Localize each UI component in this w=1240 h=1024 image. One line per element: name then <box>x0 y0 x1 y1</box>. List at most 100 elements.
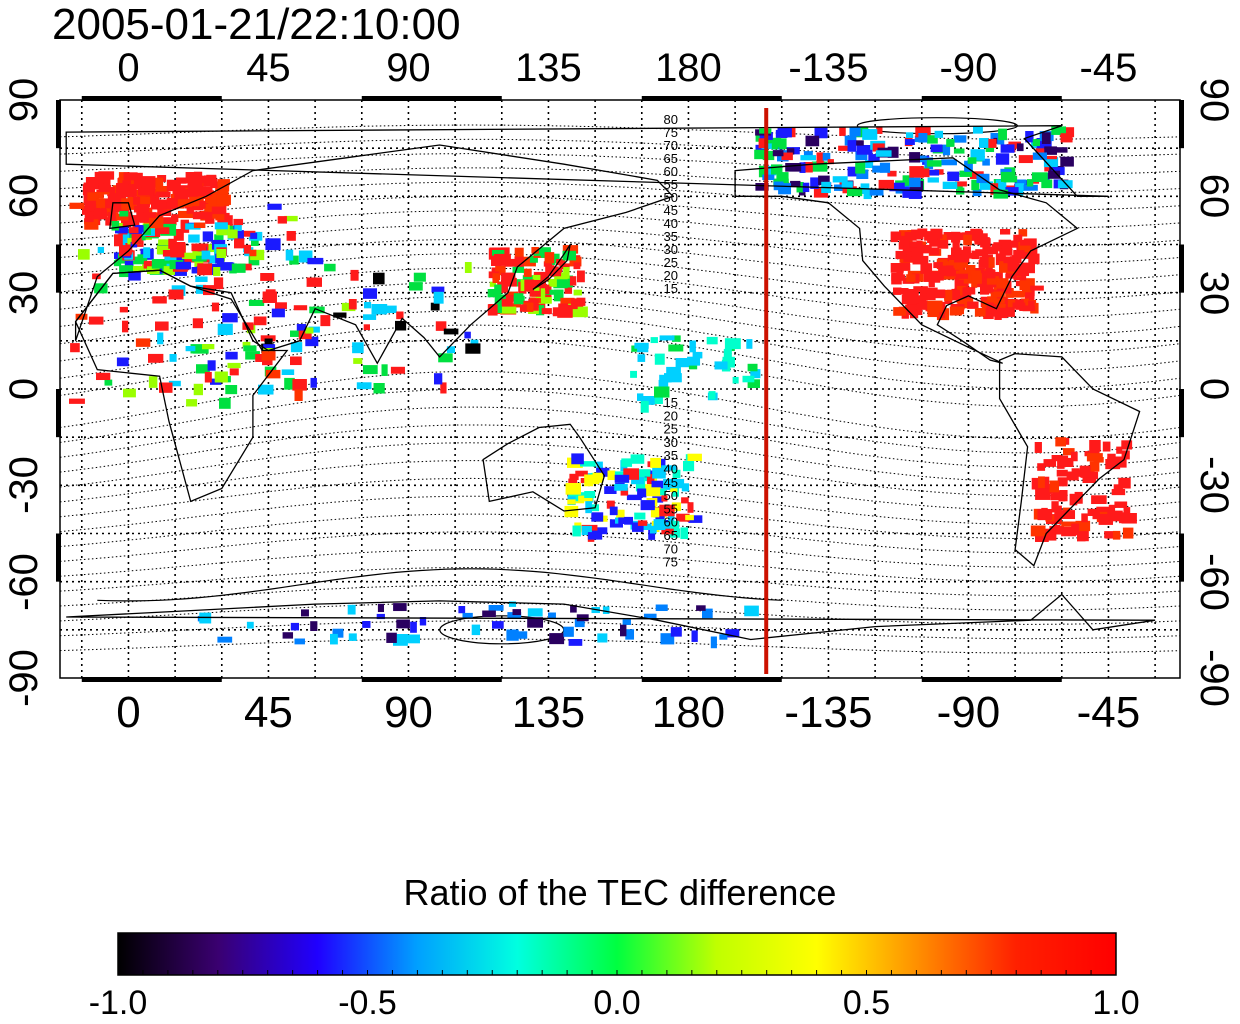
data-patch-north-america <box>981 270 992 277</box>
data-patch-alaska-canada <box>766 137 782 148</box>
data-patch-north-america <box>1019 305 1036 312</box>
colorbar-gradient <box>117 932 1117 976</box>
data-patch-australia-new-zealand <box>661 495 668 502</box>
data-patch-east-asia <box>577 270 585 283</box>
data-patch-australia-new-zealand <box>650 507 660 518</box>
data-patch-europe <box>125 211 133 218</box>
frame-tick-bar <box>641 677 782 682</box>
data-patch-australia-new-zealand <box>646 474 655 485</box>
data-patch-europe <box>160 217 173 223</box>
data-patch-north-america <box>944 290 953 301</box>
data-patch-europe <box>115 188 123 199</box>
data-patch-alaska-canada <box>847 188 863 197</box>
data-patch-antarctica-coast <box>330 633 338 645</box>
data-patch-north-america <box>911 273 920 284</box>
data-patch-north-america <box>938 241 946 247</box>
data-patch-alaska-canada <box>993 189 1009 199</box>
data-patch-australia-new-zealand <box>604 486 617 494</box>
data-patch-north-america <box>1005 273 1017 279</box>
data-patch-north-america <box>971 273 982 284</box>
data-patch-australia-new-zealand <box>650 525 657 534</box>
data-patch-east-asia <box>564 281 573 294</box>
data-patch-south-america <box>1034 442 1042 453</box>
data-patch-antarctica-coast <box>620 624 627 637</box>
data-patch-east-asia <box>519 304 527 312</box>
data-patch-europe <box>234 223 242 232</box>
magnetic-latitude-contour <box>59 310 1181 372</box>
data-patch-alaska-canada <box>765 165 777 176</box>
data-patch-alaska-canada <box>838 145 852 151</box>
data-patch-scattered <box>214 371 228 383</box>
frame-tick-bar <box>361 96 502 101</box>
data-patch-australia-new-zealand <box>631 477 645 485</box>
data-patch-east-asia <box>512 266 525 273</box>
data-patch-alaska-canada <box>853 140 864 146</box>
data-patch-south-america <box>1091 495 1107 505</box>
data-patch-scattered <box>233 218 244 226</box>
data-patch-europe <box>136 211 150 217</box>
data-patch-alaska-canada <box>995 179 1007 191</box>
data-patch-pacific <box>654 386 670 398</box>
data-patch-south-america <box>1104 531 1120 539</box>
data-patch-north-america <box>998 239 1012 246</box>
data-patch-alaska-canada <box>803 162 813 173</box>
data-patch-north-america <box>951 231 961 243</box>
data-patch-europe <box>143 247 151 259</box>
data-patch-north-america <box>903 256 918 263</box>
data-patch-scattered <box>149 217 164 229</box>
data-patch-south-america <box>1089 440 1101 452</box>
data-patch-scattered <box>298 250 313 263</box>
data-patch-pacific <box>689 340 696 353</box>
data-patch-antarctica-coast <box>512 609 522 616</box>
contour-label: 15 <box>664 281 678 296</box>
magnetic-latitude-contour <box>59 267 1181 318</box>
data-patch-australia-new-zealand <box>669 528 681 538</box>
data-patch-south-america <box>1071 523 1080 536</box>
data-patch-australia-new-zealand <box>635 479 646 492</box>
contour-label: 30 <box>664 242 678 257</box>
data-patch-pacific <box>746 339 753 349</box>
data-patch-north-america <box>1003 256 1018 264</box>
data-patch-scattered <box>371 304 388 315</box>
data-patch-scattered <box>275 302 287 310</box>
data-patch-scattered <box>363 365 378 375</box>
data-patch-scattered <box>69 202 85 209</box>
data-patch-south-america <box>1059 490 1068 502</box>
data-patch-europe <box>128 184 137 191</box>
data-patch-scattered <box>204 371 212 383</box>
data-patch-australia-new-zealand <box>584 491 596 499</box>
data-patch-antarctica-coast <box>301 609 309 617</box>
data-patch-alaska-canada <box>875 150 892 157</box>
data-patch-europe <box>154 177 164 187</box>
data-patch-south-america <box>1114 501 1128 508</box>
data-patch-east-asia <box>487 289 501 298</box>
data-patch-alaska-canada <box>953 148 965 154</box>
magnetic-latitude-contour <box>59 388 1181 454</box>
data-patch-scattered <box>213 277 224 290</box>
data-patch-pacific <box>634 342 649 349</box>
data-patch-europe <box>217 215 233 227</box>
data-patch-south-america <box>1108 504 1116 512</box>
colorbar-tick-label: 1.0 <box>1092 984 1140 1022</box>
data-patch-east-asia <box>500 247 510 255</box>
data-patch-east-asia <box>513 293 524 305</box>
data-patch-alaska-canada <box>934 130 944 138</box>
data-patch-scattered <box>169 354 177 362</box>
data-patch-north-america <box>1018 241 1031 253</box>
data-patch-south-america <box>1063 448 1075 456</box>
data-patch-south-america <box>1037 463 1046 471</box>
data-patch-antarctica-coast <box>377 603 385 613</box>
data-patch-europe <box>137 254 145 263</box>
magnetic-latitude-contour <box>59 620 1181 640</box>
data-patch-europe <box>155 186 169 194</box>
data-patch-europe <box>156 245 172 255</box>
data-patch-europe <box>171 180 181 191</box>
data-patch-north-america <box>1030 285 1044 291</box>
data-patch-north-america <box>995 307 1008 319</box>
data-patch-europe <box>207 263 219 276</box>
data-patch-australia-new-zealand <box>655 515 665 522</box>
data-patch-europe <box>171 215 179 221</box>
data-patch-east-asia <box>536 305 545 316</box>
data-patch-east-asia <box>573 262 581 270</box>
